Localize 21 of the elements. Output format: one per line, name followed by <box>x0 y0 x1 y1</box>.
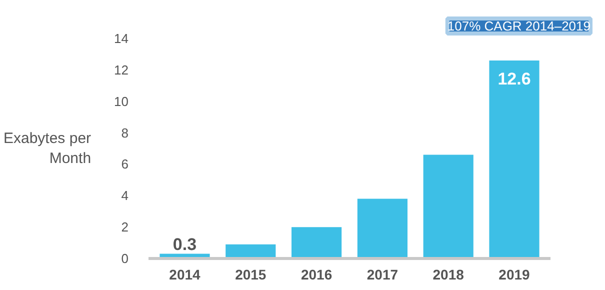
x-tick-label: 2015 <box>235 266 266 282</box>
bar <box>357 198 408 258</box>
data-label: 0.3 <box>172 234 197 254</box>
bar <box>292 227 342 258</box>
bar <box>489 60 540 258</box>
y-tick-label: 0 <box>121 251 129 266</box>
x-tick-label: 2016 <box>300 266 332 282</box>
y-tick-label: 10 <box>114 94 129 109</box>
y-axis-title: Exabytes per Month <box>3 130 92 168</box>
y-tick-label: 2 <box>121 220 129 235</box>
y-tick-label: 8 <box>121 125 129 140</box>
data-label: 12.6 <box>498 70 531 88</box>
y-tick-label: 12 <box>114 62 129 78</box>
x-tick-label: 2017 <box>366 266 398 282</box>
x-tick-label: 2019 <box>498 266 530 282</box>
x-tick-label: 2014 <box>169 266 201 282</box>
x-tick-label: 2018 <box>432 266 464 282</box>
bar <box>423 154 474 258</box>
y-tick-label: 14 <box>114 31 129 46</box>
y-tick-label: 6 <box>121 156 129 172</box>
y-tick-label: 4 <box>121 188 129 204</box>
